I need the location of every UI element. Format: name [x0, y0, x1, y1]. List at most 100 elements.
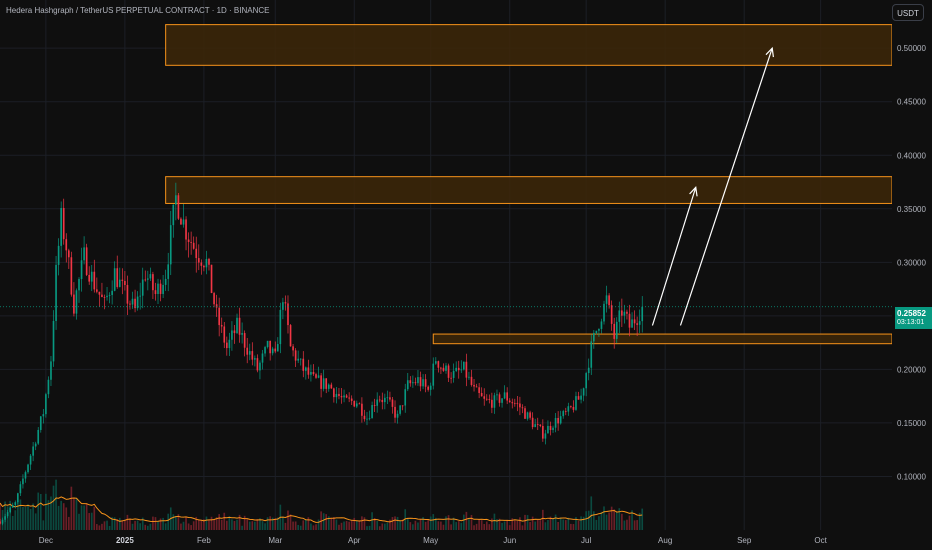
volume-bar: [475, 523, 478, 530]
volume-bar: [200, 519, 203, 530]
candle-body: [557, 417, 559, 424]
time-tick-label: Apr: [348, 536, 361, 545]
volume-bar: [432, 514, 435, 530]
volume-bar: [457, 521, 460, 530]
candle-body: [483, 396, 486, 399]
projection-arrows[interactable]: [651, 46, 774, 326]
candle-body: [631, 319, 633, 328]
volume-bar: [478, 519, 480, 530]
volume-bar: [131, 523, 134, 530]
volume-bar: [154, 517, 157, 530]
candle-body: [55, 264, 57, 321]
volume-bar: [442, 524, 445, 530]
candle-body: [452, 370, 455, 378]
candle-body: [1, 519, 4, 524]
candle-body: [434, 361, 437, 364]
volume-bar: [254, 521, 256, 530]
candle-body: [271, 348, 274, 354]
candle-body: [488, 399, 491, 400]
candle-body: [96, 289, 98, 292]
candle-body: [279, 309, 282, 345]
time-axis[interactable]: Dec 2025 Feb Mar Apr May Jun Jul Aug Sep Oct: [0, 530, 932, 550]
candle-body: [475, 386, 478, 388]
candle-body: [590, 341, 593, 368]
candle-body: [299, 358, 302, 360]
volume-bar: [628, 515, 631, 530]
volume-bar: [32, 503, 34, 530]
volume-bar: [623, 520, 626, 530]
candle-body: [424, 379, 427, 387]
volume-bar: [327, 516, 330, 530]
volume-ma-line: [0, 496, 643, 523]
symbol-title[interactable]: Hedera Hashgraph / TetherUS PERPETUAL CO…: [6, 6, 270, 15]
volume-bar: [108, 525, 111, 530]
volume-bar: [511, 518, 514, 530]
volume-bar: [559, 517, 562, 530]
candle-body: [106, 295, 108, 298]
candle-body: [496, 394, 498, 396]
volume-bar: [34, 513, 37, 530]
volume-bar: [636, 520, 638, 530]
last-price-value: 0.25852: [897, 309, 926, 318]
volume-bar: [228, 516, 231, 530]
volume-bar: [567, 517, 570, 530]
volume-bar: [524, 514, 526, 530]
candle-body: [401, 405, 404, 407]
candle-body: [266, 340, 269, 348]
candle-body: [419, 377, 422, 387]
volume-bar: [493, 513, 496, 530]
volume-bar: [465, 511, 468, 530]
volume-bar: [88, 513, 91, 530]
candle-body: [567, 406, 570, 412]
candle-body: [256, 358, 259, 371]
volume-bar: [177, 514, 180, 530]
volume-bar: [190, 525, 192, 530]
candle-body: [228, 339, 231, 349]
candle-body: [600, 321, 603, 329]
candle-body: [118, 279, 121, 287]
volume-bar: [598, 516, 600, 530]
volume-bar: [80, 505, 83, 530]
candle-body: [45, 394, 47, 415]
candle-body: [4, 516, 6, 520]
price-tick-label: 0.50000: [897, 44, 926, 53]
volume-bar: [213, 519, 215, 530]
volume-bar: [399, 520, 401, 530]
candle-body: [192, 242, 195, 249]
candle-body: [427, 386, 429, 390]
volume-bar: [27, 504, 29, 530]
candle-body: [587, 367, 590, 374]
candlesticks: [0, 182, 644, 526]
volume-bar: [162, 517, 164, 530]
currency-button[interactable]: USDT: [892, 4, 924, 21]
candle-body: [404, 389, 407, 406]
candle-body: [146, 278, 149, 280]
price-axis[interactable]: 0.500000.450000.400000.350000.300000.250…: [892, 0, 932, 550]
candle-body: [180, 218, 182, 225]
candle-body: [437, 361, 440, 368]
price-tick-label: 0.10000: [897, 472, 926, 481]
time-tick-label: Oct: [814, 536, 827, 545]
volume-bar: [305, 520, 307, 530]
candle-body: [83, 247, 85, 261]
volume-bar: [157, 521, 159, 530]
candle-body: [238, 317, 241, 335]
volume-bar: [67, 516, 70, 530]
volume-bar: [19, 499, 22, 530]
candle-body: [42, 414, 45, 417]
volume-bar: [276, 517, 279, 530]
price-zones[interactable]: [165, 24, 893, 345]
candle-body: [519, 403, 521, 408]
volume-bar: [519, 517, 521, 530]
volume-bar: [261, 521, 264, 530]
time-tick-label: Feb: [197, 536, 211, 545]
volume-bar: [266, 517, 269, 530]
candle-body: [386, 397, 389, 399]
candle-body: [501, 398, 503, 403]
volume-bar: [613, 509, 616, 530]
candle-body: [57, 245, 60, 265]
candle-body: [24, 472, 27, 479]
volume-bar: [42, 520, 45, 530]
volume-bar: [233, 520, 236, 530]
